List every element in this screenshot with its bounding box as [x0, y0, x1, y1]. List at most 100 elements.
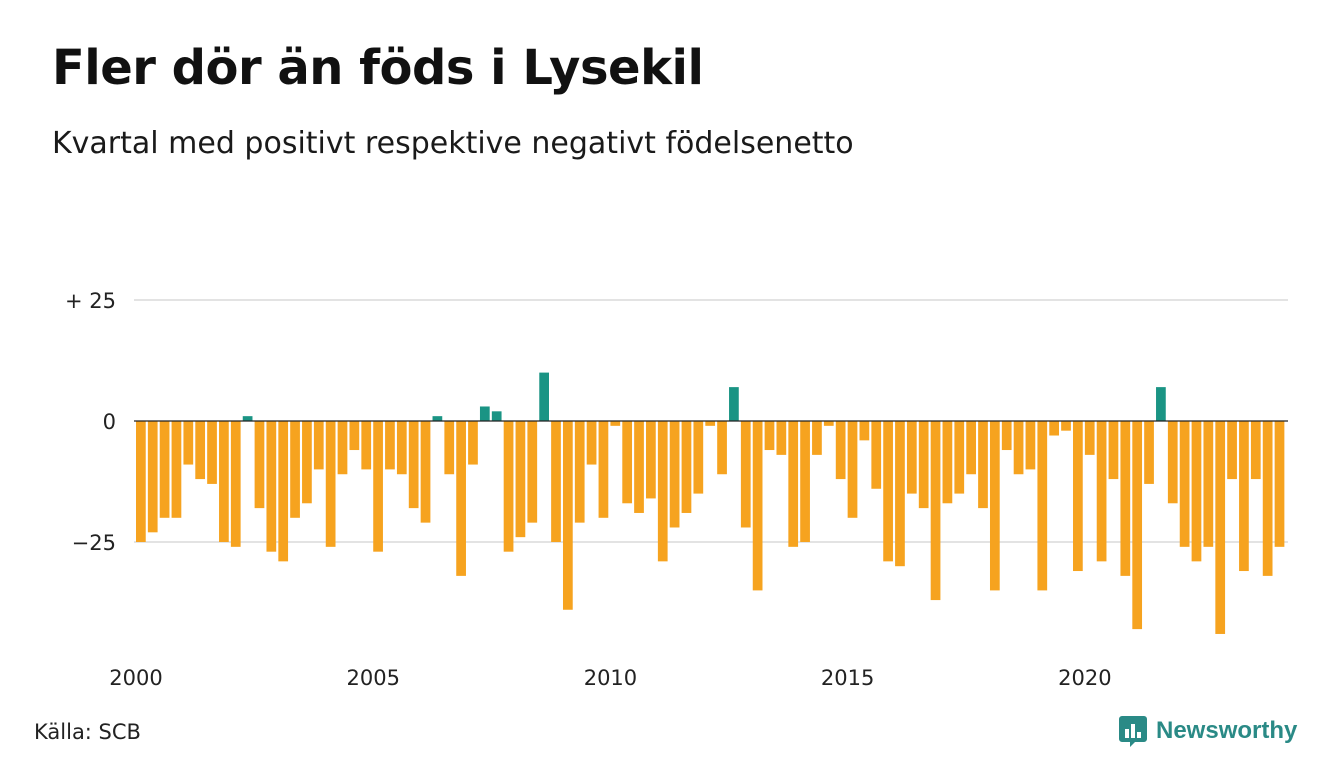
bar	[408, 421, 419, 509]
bar	[610, 421, 621, 426]
bar	[942, 421, 953, 504]
x-tick-label: 2010	[584, 666, 637, 690]
bar	[1073, 421, 1083, 572]
bar	[1239, 421, 1249, 572]
bar	[776, 421, 787, 455]
bar	[242, 416, 253, 421]
bar	[574, 421, 585, 523]
bar	[812, 421, 822, 455]
y-tick-label: 0	[103, 410, 116, 434]
bar	[800, 421, 810, 542]
bar	[954, 421, 965, 494]
bar	[539, 372, 549, 421]
bar	[1262, 421, 1273, 576]
bar	[752, 421, 763, 591]
x-tick-label: 2000	[109, 666, 162, 690]
bar	[254, 421, 265, 509]
bar	[325, 421, 336, 547]
bar	[432, 416, 443, 421]
bar	[456, 421, 466, 576]
bar	[1025, 421, 1036, 470]
bar	[1096, 421, 1107, 562]
bar	[1167, 421, 1178, 504]
bar	[729, 387, 739, 421]
bar	[1132, 421, 1143, 630]
bar	[871, 421, 882, 489]
bar	[444, 421, 455, 475]
bar	[1215, 421, 1226, 634]
bar	[906, 421, 917, 494]
bar	[361, 421, 372, 470]
x-tick-label: 2015	[821, 666, 874, 690]
bar	[835, 421, 846, 480]
x-tick-label: 2020	[1058, 666, 1111, 690]
bar	[657, 421, 668, 562]
bar	[1061, 421, 1071, 431]
bar	[230, 421, 241, 547]
bar	[349, 421, 360, 451]
bar	[1203, 421, 1214, 547]
chart-title: Fler dör än föds i Lysekil	[52, 40, 704, 96]
bar	[669, 421, 680, 528]
bar	[136, 421, 146, 542]
bar	[823, 421, 834, 426]
bar	[1001, 421, 1012, 451]
bar	[764, 421, 775, 451]
bar	[1144, 421, 1154, 484]
bar	[788, 421, 799, 547]
bar	[717, 421, 727, 475]
bar	[1227, 421, 1237, 480]
y-tick-label: −25	[72, 531, 116, 555]
bar	[1013, 421, 1024, 475]
bar	[847, 421, 858, 518]
bar	[1179, 421, 1190, 547]
bar	[373, 421, 383, 552]
bar	[313, 421, 324, 470]
bar	[966, 421, 976, 475]
bar	[207, 421, 217, 484]
bar	[420, 421, 431, 523]
bar	[1049, 421, 1060, 436]
bar	[693, 421, 704, 494]
brand-logo: Newsworthy	[1118, 714, 1297, 748]
bar	[1120, 421, 1131, 576]
brand-name: Newsworthy	[1156, 717, 1298, 744]
chart-subtitle: Kvartal med positivt respektive negativt…	[52, 126, 854, 161]
bar	[1191, 421, 1202, 562]
axes: + 25 0 −25 2000 2005 2010 2015 2020	[65, 289, 1288, 690]
bar	[978, 421, 988, 509]
bar	[586, 421, 597, 465]
bar	[598, 421, 609, 518]
bar	[1084, 421, 1095, 455]
newsworthy-logo-icon	[1119, 716, 1147, 747]
bar	[396, 421, 407, 475]
bar	[219, 421, 229, 542]
bar	[195, 421, 206, 480]
bar	[503, 421, 514, 552]
bar	[278, 421, 289, 562]
bar	[290, 421, 300, 518]
bar	[171, 421, 182, 518]
bar	[183, 421, 194, 465]
bar	[337, 421, 348, 475]
bar	[681, 421, 692, 513]
bar	[930, 421, 941, 601]
bar	[646, 421, 656, 499]
bar	[385, 421, 395, 470]
bars	[136, 372, 1285, 634]
bar	[622, 421, 633, 504]
bar	[740, 421, 751, 528]
bar	[634, 421, 644, 513]
bar	[527, 421, 538, 523]
bar	[562, 421, 573, 610]
bar	[266, 421, 277, 552]
bar	[479, 406, 490, 421]
bar	[1156, 387, 1166, 421]
bar	[918, 421, 929, 509]
bar	[1250, 421, 1261, 480]
source-note: Källa: SCB	[34, 720, 141, 744]
y-tick-label: + 25	[65, 289, 116, 313]
bar	[491, 411, 502, 421]
x-tick-label: 2005	[346, 666, 399, 690]
